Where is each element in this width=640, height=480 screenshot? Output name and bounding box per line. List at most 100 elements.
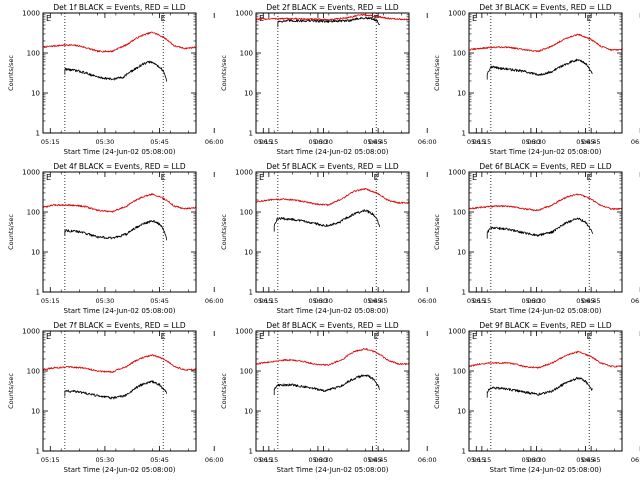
x-tick-label: 05:45 (363, 138, 382, 146)
y-tick-label: 100 (453, 368, 466, 376)
x-axis-label: Start Time (24-Jun-02 05:08:00) (490, 148, 602, 156)
x-tick-label: 05:15 (41, 297, 60, 305)
panel-det-6: Det 6f BLACK = Events, RED = LLD Counts/s… (433, 162, 640, 315)
panel-title: Det 4f BLACK = Events, RED = LLD (53, 162, 186, 171)
y-axis-label: Counts/sec (220, 373, 228, 409)
y-tick-label: 1 (249, 289, 253, 297)
x-axis-label: Start Time (24-Jun-02 05:08:00) (277, 307, 389, 315)
y-axis-label: Counts/sec (220, 214, 228, 250)
x-tick-label: 06:30 (314, 456, 333, 464)
y-tick-label: 100 (27, 209, 40, 217)
panel-det-7: Det 7f BLACK = Events, RED = LLD Counts/s… (7, 321, 388, 474)
x-tick-label: 05:30 (96, 456, 115, 464)
x-tick-label: 06:15 (259, 456, 278, 464)
x-tick-label: 05:15 (467, 138, 486, 146)
x-tick-label: 06:00 (631, 138, 640, 146)
x-tick-label: 06:15 (472, 456, 491, 464)
plot-frame (255, 12, 410, 134)
series-events-line (277, 16, 381, 28)
top-marker-label: E (587, 14, 592, 23)
y-tick-label: 100 (453, 209, 466, 217)
x-tick-label: 05:30 (309, 297, 328, 305)
y-tick-label: 1 (36, 448, 40, 456)
x-tick-label: 05:45 (576, 297, 595, 305)
top-marker-label: E (161, 332, 166, 341)
top-marker-label: E (259, 332, 264, 341)
x-tick-label: 05:45 (150, 138, 169, 146)
x-tick-label: 06:00 (205, 297, 224, 305)
x-tick-label: 06:15 (472, 297, 491, 305)
x-axis-label: Start Time (24-Jun-02 05:08:00) (490, 307, 602, 315)
x-tick-label: 05:30 (96, 138, 115, 146)
x-tick-label: 06:45 (582, 456, 601, 464)
top-marker-label: E (472, 14, 477, 23)
series-events-line (486, 217, 593, 239)
y-tick-label: 1 (36, 130, 40, 138)
panel-title: Det 5f BLACK = Events, RED = LLD (266, 162, 399, 171)
y-tick-label: 10 (457, 90, 466, 98)
panel-det-9: Det 9f BLACK = Events, RED = LLD Counts/s… (433, 321, 640, 474)
x-tick-label: 06:30 (314, 297, 333, 305)
panel-title: Det 7f BLACK = Events, RED = LLD (53, 321, 186, 330)
x-tick-label: 06:15 (472, 138, 491, 146)
panel-det-5: Det 5f BLACK = Events, RED = LLD Counts/s… (220, 162, 601, 315)
x-tick-label: 05:45 (363, 456, 382, 464)
y-tick-label: 10 (31, 408, 40, 416)
series-events-line (273, 374, 380, 395)
x-tick-label: 05:15 (41, 456, 60, 464)
x-tick-label: 05:45 (363, 297, 382, 305)
top-marker-label: E (472, 173, 477, 182)
x-tick-label: 06:15 (259, 138, 278, 146)
x-tick-label: 06:15 (259, 297, 278, 305)
panel-det-4: Det 4f BLACK = Events, RED = LLD Counts/s… (7, 162, 388, 315)
panel-title: Det 8f BLACK = Events, RED = LLD (266, 321, 399, 330)
x-tick-label: 06:30 (314, 138, 333, 146)
y-tick-label: 1 (36, 289, 40, 297)
x-tick-label: 06:45 (369, 138, 388, 146)
x-tick-label: 06:00 (205, 456, 224, 464)
y-tick-label: 1000 (448, 328, 466, 336)
plot-frame (468, 171, 623, 293)
series-lld-line (255, 187, 410, 207)
y-tick-label: 100 (240, 368, 253, 376)
series-lld-line (255, 347, 410, 367)
y-tick-label: 100 (27, 50, 40, 58)
x-tick-label: 05:30 (522, 297, 541, 305)
top-marker-label: E (587, 173, 592, 182)
series-lld-line (42, 193, 197, 213)
y-tick-label: 100 (240, 209, 253, 217)
series-events-line (273, 209, 380, 232)
y-tick-label: 1 (249, 448, 253, 456)
y-axis-label: Counts/sec (7, 55, 15, 91)
y-tick-label: 10 (244, 249, 253, 257)
y-axis-label: Counts/sec (433, 214, 441, 250)
y-tick-label: 1000 (235, 169, 253, 177)
y-tick-label: 100 (240, 50, 253, 58)
top-marker-label: E (46, 14, 51, 23)
series-lld-line (42, 354, 197, 373)
x-tick-label: 06:00 (418, 297, 437, 305)
x-tick-label: 05:15 (467, 456, 486, 464)
top-marker-label: E (46, 173, 51, 182)
series-lld-line (255, 13, 410, 21)
x-tick-label: 05:30 (309, 138, 328, 146)
x-tick-label: 05:15 (254, 138, 273, 146)
x-tick-label: 05:30 (522, 138, 541, 146)
y-tick-label: 1 (249, 130, 253, 138)
x-tick-label: 06:00 (418, 138, 437, 146)
x-axis-label: Start Time (24-Jun-02 05:08:00) (277, 466, 389, 474)
x-axis-label: Start Time (24-Jun-02 05:08:00) (277, 148, 389, 156)
y-tick-label: 10 (244, 408, 253, 416)
y-tick-label: 1000 (22, 328, 40, 336)
top-marker-label: E (46, 332, 51, 341)
panel-title: Det 9f BLACK = Events, RED = LLD (479, 321, 612, 330)
y-tick-label: 10 (31, 249, 40, 257)
y-tick-label: 100 (453, 50, 466, 58)
series-events-line (64, 60, 168, 82)
x-tick-label: 06:45 (582, 297, 601, 305)
top-marker-label: E (161, 14, 166, 23)
x-tick-label: 06:00 (631, 297, 640, 305)
top-marker-label: E (161, 173, 166, 182)
top-marker-label: E (259, 173, 264, 182)
x-tick-label: 05:30 (96, 297, 115, 305)
